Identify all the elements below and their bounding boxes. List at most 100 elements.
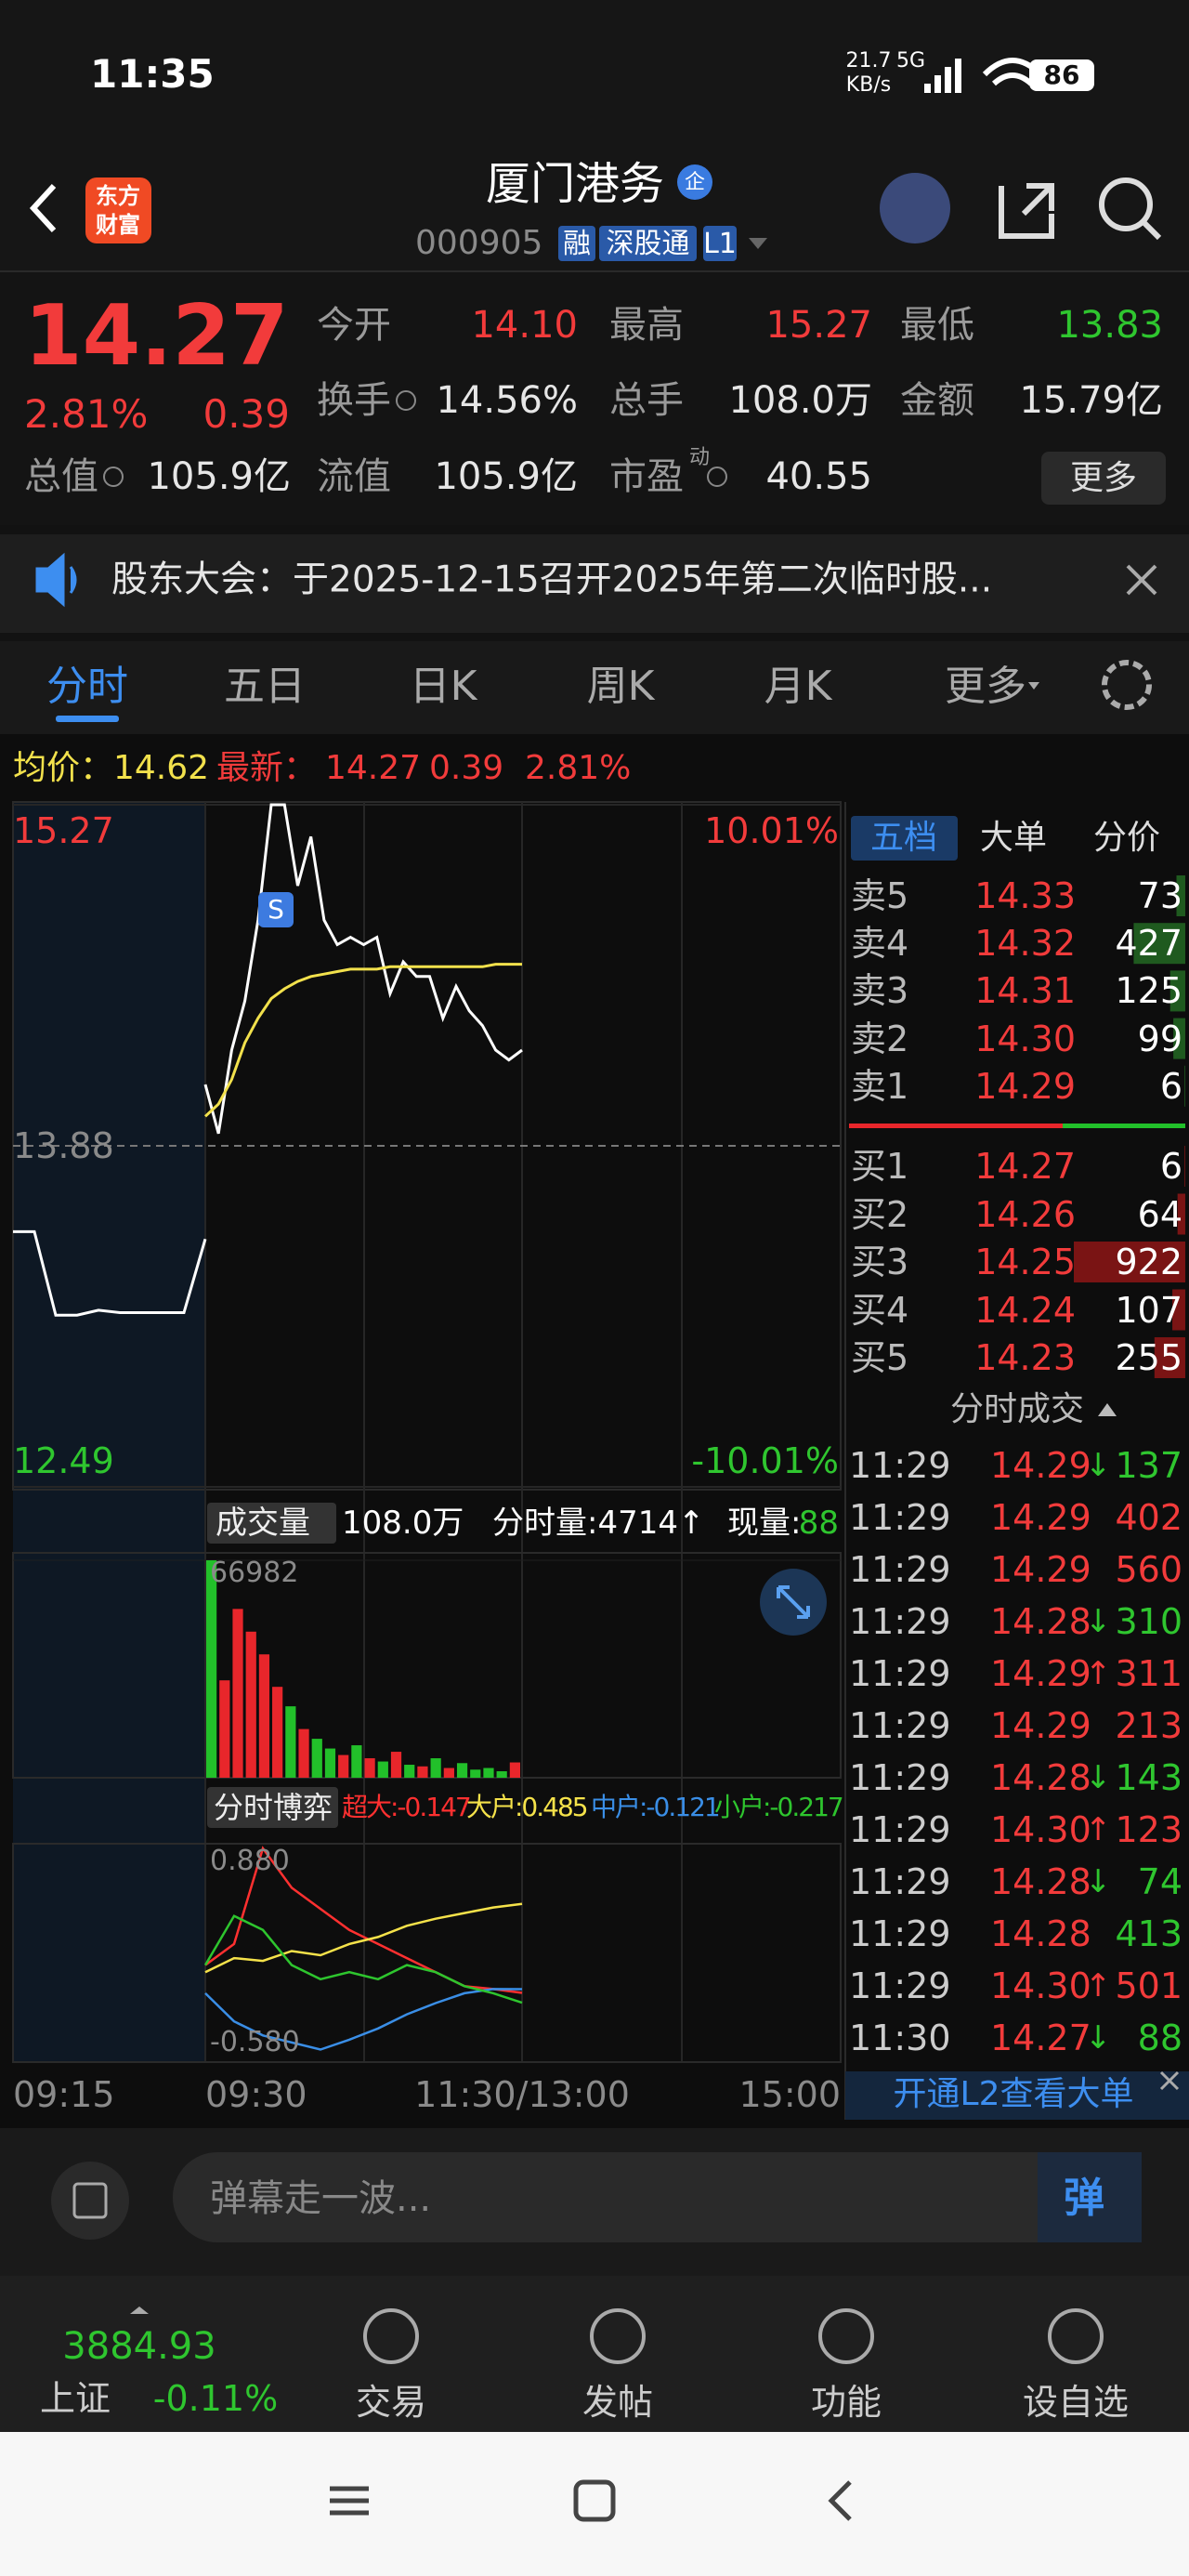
trade-direction: ↓ [1085, 1447, 1112, 1484]
volume-bar [324, 1748, 336, 1778]
field-value: 14.56% [436, 379, 578, 422]
more-caret [1028, 682, 1039, 690]
trade-volume: 74 [1137, 1861, 1182, 1902]
badge-text: 企 [684, 171, 706, 194]
trades-caret [1098, 1403, 1117, 1416]
volume-bar [443, 1768, 454, 1778]
tag-bg [703, 226, 737, 261]
period-tab[interactable]: 分时 [46, 663, 128, 710]
book-level: 卖4 [851, 923, 909, 965]
book-volume: 64 [1137, 1193, 1182, 1235]
volume-bar [338, 1755, 349, 1778]
book-price: 14.29 [974, 1065, 1076, 1107]
y-tick-label: 12.49 [13, 1440, 114, 1481]
book-price: 14.32 [974, 923, 1076, 965]
volume-bar [272, 1687, 283, 1778]
back-icon [29, 183, 57, 233]
volume-bar [417, 1766, 428, 1778]
trade-time: 11:29 [849, 1809, 951, 1850]
trade-volume: 402 [1115, 1497, 1182, 1538]
nav-item[interactable]: 设自选 [1022, 2382, 1130, 2423]
trade-volume: 213 [1115, 1705, 1182, 1746]
game-y-label: 0.880 [210, 1845, 290, 1877]
trade-time: 11:29 [849, 1445, 951, 1486]
y2-tick-label: -10.01% [691, 1440, 839, 1481]
depth-bar [1074, 1242, 1185, 1282]
price-line [203, 803, 523, 1135]
period-tab[interactable]: 月K [764, 663, 832, 710]
battery [1029, 59, 1094, 91]
index-value: 3884.93 [62, 2325, 216, 2368]
volume-bar [404, 1765, 415, 1778]
period-tab[interactable]: 五日 [224, 663, 306, 710]
book-price: 14.23 [974, 1337, 1076, 1378]
depth-bar [1169, 970, 1185, 1012]
badge-circle [677, 164, 712, 200]
comment-icon-doc [72, 2182, 108, 2219]
nav-icon [590, 2308, 646, 2364]
field-label: 流值 [317, 455, 391, 498]
nav-item[interactable]: 发帖 [581, 2382, 654, 2423]
trade-volume: 413 [1115, 1913, 1182, 1954]
trade-price: 14.28 [990, 1601, 1091, 1642]
volume-bar [483, 1768, 494, 1778]
comment-placeholder[interactable]: 弹幕走一波... [210, 2177, 432, 2220]
depth-bar [1133, 923, 1185, 965]
change-pct: 2.81% [24, 391, 149, 437]
comment-input[interactable] [173, 2152, 1142, 2242]
volume-bar [377, 1761, 388, 1778]
book-level: 买4 [851, 1289, 909, 1331]
l2-link[interactable]: 开通L2查看大单 [893, 2075, 1134, 2113]
book-price: 14.24 [974, 1289, 1076, 1331]
order-tab[interactable]: 大单 [979, 819, 1048, 857]
period-tab[interactable]: 日K [409, 663, 477, 710]
summary-text: 2.81% [525, 749, 632, 787]
notice-bg[interactable] [0, 534, 1189, 633]
book-price: 14.33 [974, 875, 1076, 916]
y-tick-label: 15.27 [13, 810, 114, 851]
volume-bar [430, 1758, 441, 1778]
depth-bar [1154, 1337, 1185, 1378]
book-level: 买5 [851, 1337, 909, 1378]
field-label: 今开 [317, 304, 391, 347]
more-button [1041, 452, 1166, 505]
field-value: 15.27 [765, 304, 872, 347]
trade-time: 11:29 [849, 1757, 951, 1798]
volume-total: 108.0万 [342, 1505, 464, 1542]
change-amount: 0.39 [203, 391, 290, 437]
summary-text: 均价： [13, 749, 114, 787]
order-tab[interactable]: 分价 [1092, 819, 1161, 857]
volume-bar [456, 1763, 468, 1778]
book-volume: 125 [1115, 970, 1182, 1012]
period-tab[interactable]: 更多 [945, 663, 1026, 710]
danmu-button-text[interactable]: 弹 [1064, 2175, 1104, 2222]
more-button-text[interactable]: 更多 [1069, 459, 1138, 497]
search-icon [1099, 177, 1153, 231]
trade-volume: 311 [1115, 1653, 1182, 1694]
game-line [204, 1988, 523, 2051]
depth-bar [1176, 875, 1185, 916]
volume-bar [311, 1739, 322, 1778]
summary-text: 14.27 [325, 749, 422, 787]
nav-item[interactable]: 功能 [810, 2382, 882, 2423]
volume-bar [509, 1762, 520, 1778]
book-level: 买3 [851, 1242, 909, 1282]
period-tab[interactable]: 周K [586, 663, 655, 710]
order-tab[interactable]: 五档 [869, 819, 938, 857]
volume-label-bg [207, 1503, 336, 1544]
game-label[interactable]: 分时博弈 [214, 1790, 333, 1825]
field-value: 105.9亿 [434, 455, 578, 498]
speaker-icon [35, 552, 77, 608]
volume-bar [206, 1560, 217, 1778]
field-value: 15.79亿 [1019, 379, 1163, 422]
field-superscript: 动 [689, 446, 711, 469]
nav-item[interactable]: 交易 [355, 2382, 427, 2423]
book-level: 卖3 [851, 970, 909, 1012]
info-icon [103, 467, 124, 487]
volume-label[interactable]: 成交量 [216, 1505, 310, 1542]
menu-key [330, 2486, 369, 2516]
tag-bg [599, 226, 697, 261]
legend-entry: 中户:-0.121 [591, 1792, 721, 1822]
share-icon [999, 183, 1054, 239]
